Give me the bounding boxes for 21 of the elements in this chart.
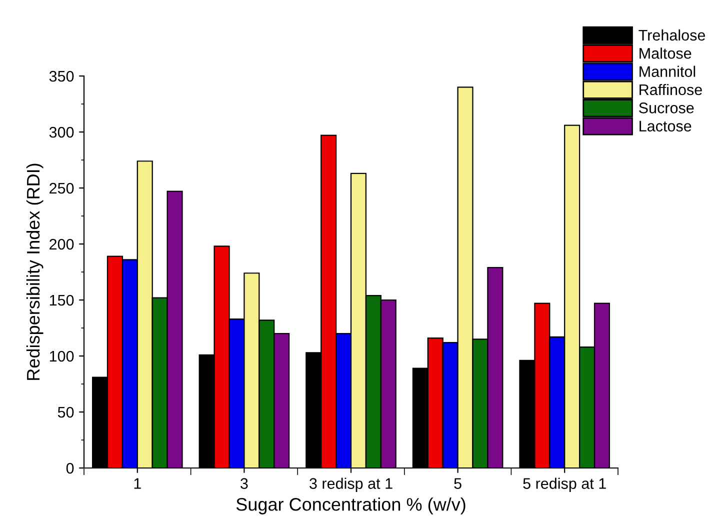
y-tick-label: 150 [50,294,74,306]
x-tick-label: 3 redisp at 1 [310,478,392,492]
x-tick-label: 1 [134,478,141,489]
x-tick-label: 5 [454,478,462,489]
x-tick-label: 3 [240,478,248,489]
x-axis-title: Sugar Concentration % (w/v) [236,498,466,514]
x-tick-label: 5 redisp at 1 [523,478,606,492]
y-tick-label: 100 [50,350,74,362]
y-tick-label: 0 [66,462,74,474]
y-tick-label: 200 [50,238,74,250]
legend-label: Maltose [640,48,692,59]
legend-label: Raffinose [640,84,702,96]
legend-label: Mannitol [640,66,696,77]
legend-label: Sucrose [639,102,694,114]
y-tick-label: 250 [50,182,74,194]
y-tick-label: 350 [49,70,74,82]
y-tick-label: 300 [49,126,74,138]
legend-label: Trehalose [638,29,706,41]
y-tick-label: 50 [58,406,74,418]
y-axis-title: Redispersibility Index (RDI) [26,164,44,380]
legend-label: Lactose [640,120,692,132]
